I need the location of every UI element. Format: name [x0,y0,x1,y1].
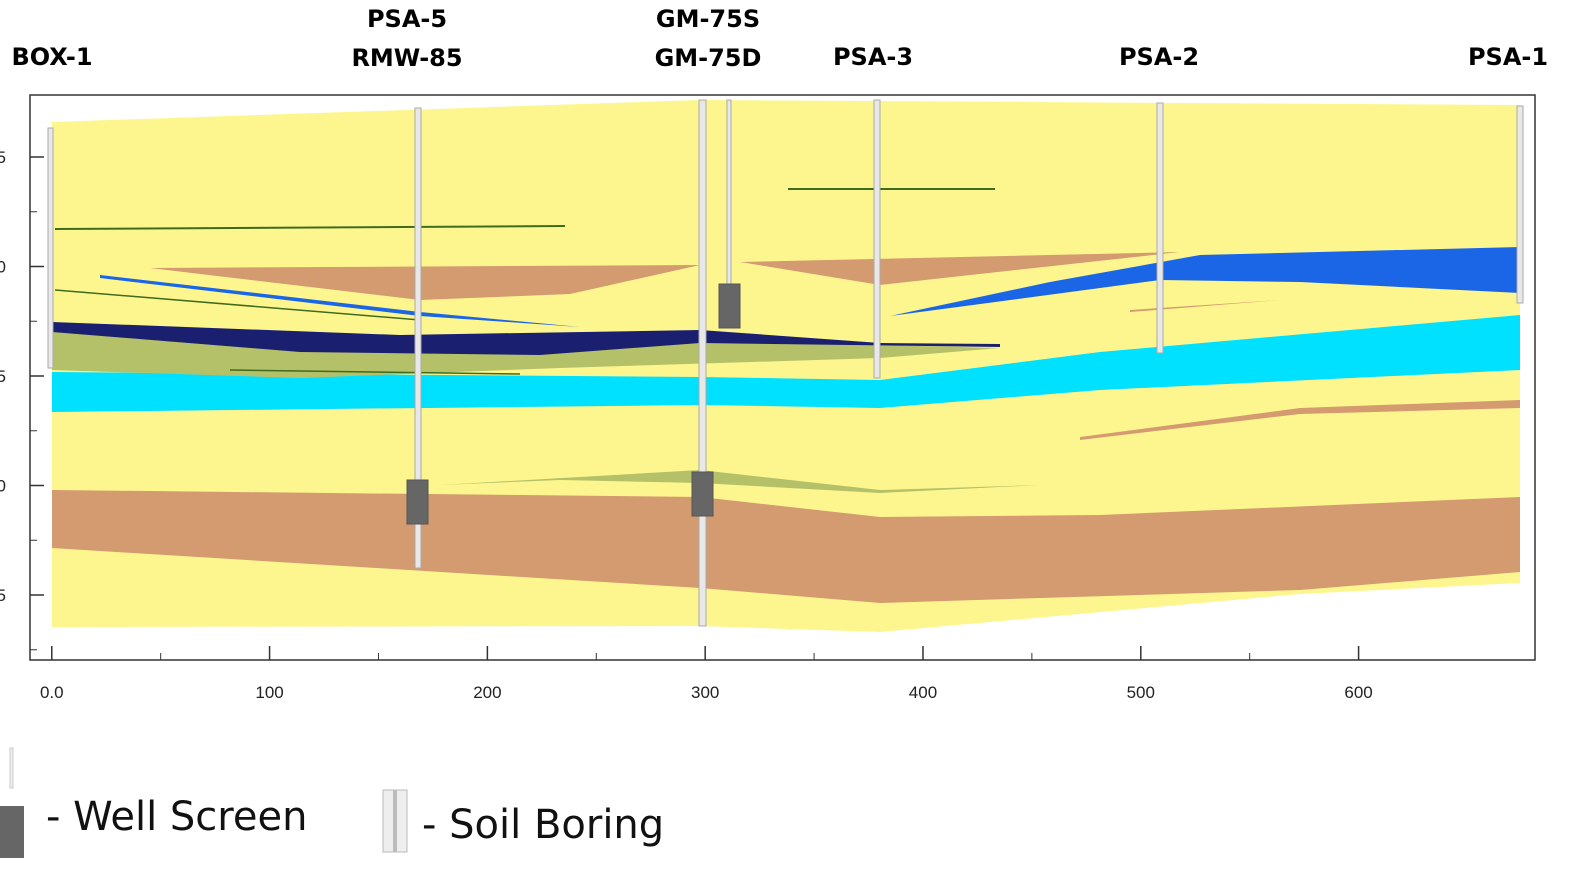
thin-layer [229,369,521,375]
layers [52,100,1520,632]
well-label: BOX-1 [11,43,92,71]
thin-layer [54,289,421,321]
blue-layer [890,247,1520,316]
soil-boring [414,107,422,569]
soil-boring [1156,102,1164,354]
y-tick-label: 5 [0,586,6,605]
legend-screen-icon [0,806,24,858]
well-label: PSA-3 [833,43,913,71]
well-label: PSA-1 [1468,43,1548,71]
clay-wedge [150,265,700,300]
well-label: PSA-5 [367,5,447,33]
soil-boring [1516,105,1524,304]
x-tick-label: 0.0 [40,683,64,702]
well-screen [718,283,741,329]
soil-boring [47,127,54,369]
y-tick-label: 5 [0,148,6,167]
legend-label: - Well Screen [46,794,307,840]
y-tick-label: 0 [0,477,6,496]
x-tick-label: 100 [255,683,283,702]
soil-boring [873,99,881,379]
x-tick-label: 600 [1344,683,1372,702]
y-tick-label: 5 [0,367,6,386]
legend-label: - Soil Boring [422,802,664,848]
x-tick-label: 500 [1127,683,1155,702]
soil-boring [698,99,707,627]
well-label: GM-75S [656,5,760,33]
well-label: GM-75D [655,44,762,72]
soil-boring [726,99,732,291]
thin-layer [54,225,566,230]
x-tick-label: 200 [473,683,501,702]
well-label: RMW-85 [351,44,462,72]
clay-wedge [740,252,1180,285]
well-label: PSA-2 [1119,43,1199,71]
clay-lens [1130,300,1280,312]
y-tick-label: 0 [0,258,6,277]
legend: - Well Screen - Soil Boring [0,747,664,858]
y-axis: 5 0 5 0 5 [0,148,44,651]
well-screen [406,479,429,525]
x-tick-label: 400 [909,683,937,702]
legend-screen-pipe [9,747,14,789]
dark-layer [52,322,1000,355]
plot-frame [29,94,1536,661]
well-labels: BOX-1 PSA-5 RMW-85 GM-75S GM-75D PSA-3 P… [11,5,1548,72]
wells [47,99,1524,627]
silt-lens [440,470,1040,493]
x-tick-label: 300 [691,683,719,702]
clay-lens [1080,400,1520,440]
well-screen [691,471,714,517]
x-axis: 0.0 100 200 300 400 500 600 [40,646,1373,702]
